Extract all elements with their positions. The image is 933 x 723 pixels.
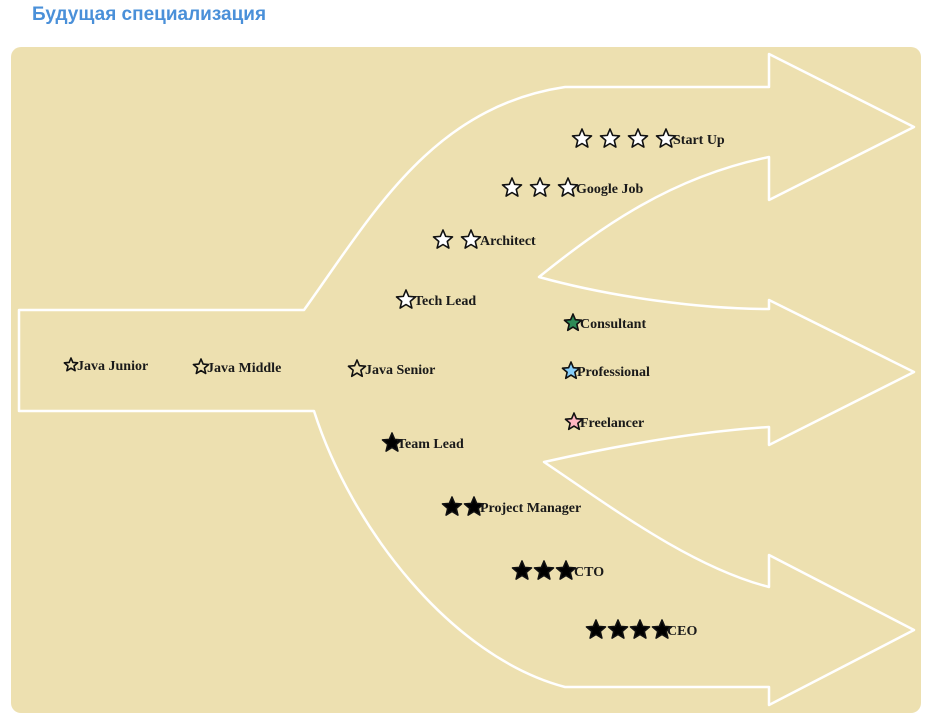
node-label-architect: Architect [480,234,536,249]
node-label-professional: Professional [577,365,650,380]
star-icon [441,496,463,516]
career-arrows-outline [17,52,916,707]
node-label-ceo: CEO [667,624,697,639]
node-consultant: Consultant [563,313,646,332]
star-icon [463,496,485,516]
star-icon [599,128,621,148]
star-icon [627,128,649,148]
node-java-junior: Java Junior [63,357,148,374]
star-icon [533,560,555,580]
node-professional: Professional [561,361,650,380]
node-freelancer: Freelancer [564,412,644,431]
node-architect: Architect [432,229,536,249]
node-label-start-up: Start Up [673,133,725,148]
page-title: Будущая специализация [32,4,267,25]
star-icon [529,177,551,197]
node-label-cto: CTO [574,565,604,580]
node-label-tech-lead: Tech Lead [414,294,476,309]
star-icon [347,359,367,378]
node-google-job: Google Job [501,177,643,197]
star-icon [511,560,533,580]
star-icon [585,619,607,639]
star-icon [555,560,577,580]
star-icon [395,289,417,309]
node-java-middle: Java Middle [192,358,281,376]
star-icon [629,619,651,639]
star-icon [571,128,593,148]
node-label-project-manager: Project Manager [480,501,581,516]
career-arrows-diagram: Java Junior Java Middle Java Senior Tech Le… [17,52,916,707]
node-label-team-lead: Team Lead [397,437,464,452]
node-start-up: Start Up [571,128,725,148]
node-team-lead: Team Lead [381,432,464,452]
star-icon [501,177,523,197]
node-label-java-junior: Java Junior [77,359,148,374]
star-icon [655,128,677,148]
node-java-senior: Java Senior [347,359,435,378]
star-icon [63,357,79,372]
star-icon [557,177,579,197]
star-icon [651,619,673,639]
node-label-java-middle: Java Middle [207,361,281,376]
star-icon [564,412,584,431]
career-nodes: Java Junior Java Middle Java Senior Tech Le… [63,128,725,639]
node-ceo: CEO [585,619,697,639]
star-icon [460,229,482,249]
node-label-freelancer: Freelancer [580,416,644,431]
star-icon [561,361,581,380]
node-label-java-senior: Java Senior [365,363,435,378]
node-tech-lead: Tech Lead [395,289,476,309]
career-diagram-panel: Java Junior Java Middle Java Senior Tech Le… [11,47,921,713]
star-icon [432,229,454,249]
node-cto: CTO [511,560,604,580]
star-icon [607,619,629,639]
star-icon [563,313,583,332]
star-icon [192,358,210,375]
node-label-google-job: Google Job [576,182,643,197]
node-label-consultant: Consultant [580,317,646,332]
node-project-manager: Project Manager [441,496,581,516]
star-icon [381,432,403,452]
